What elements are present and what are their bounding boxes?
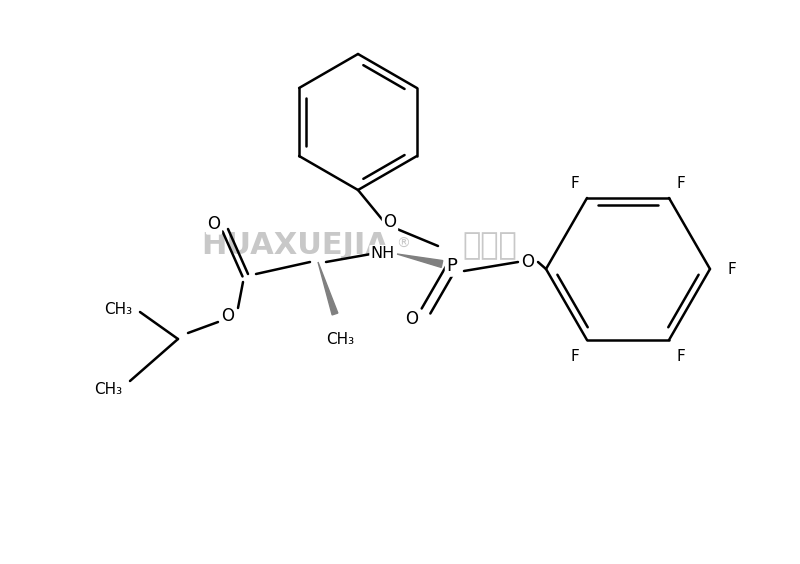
Text: NH: NH [371, 246, 395, 262]
Text: O: O [406, 310, 418, 328]
Text: O: O [383, 213, 397, 231]
Polygon shape [397, 254, 442, 267]
Text: ®: ® [396, 237, 410, 251]
Text: O: O [522, 253, 534, 271]
Text: O: O [222, 307, 234, 325]
Text: CH₃: CH₃ [94, 381, 122, 396]
Text: F: F [677, 349, 686, 364]
Polygon shape [318, 262, 338, 315]
Text: CH₃: CH₃ [104, 302, 132, 316]
Text: HUAXUEJIA: HUAXUEJIA [201, 231, 389, 261]
Text: F: F [570, 177, 579, 192]
Text: CH₃: CH₃ [326, 332, 354, 346]
Text: 化学加: 化学加 [462, 231, 518, 261]
Text: F: F [570, 349, 579, 364]
Text: F: F [728, 262, 736, 276]
Text: F: F [677, 177, 686, 192]
Text: O: O [207, 215, 221, 233]
Text: P: P [446, 257, 458, 275]
